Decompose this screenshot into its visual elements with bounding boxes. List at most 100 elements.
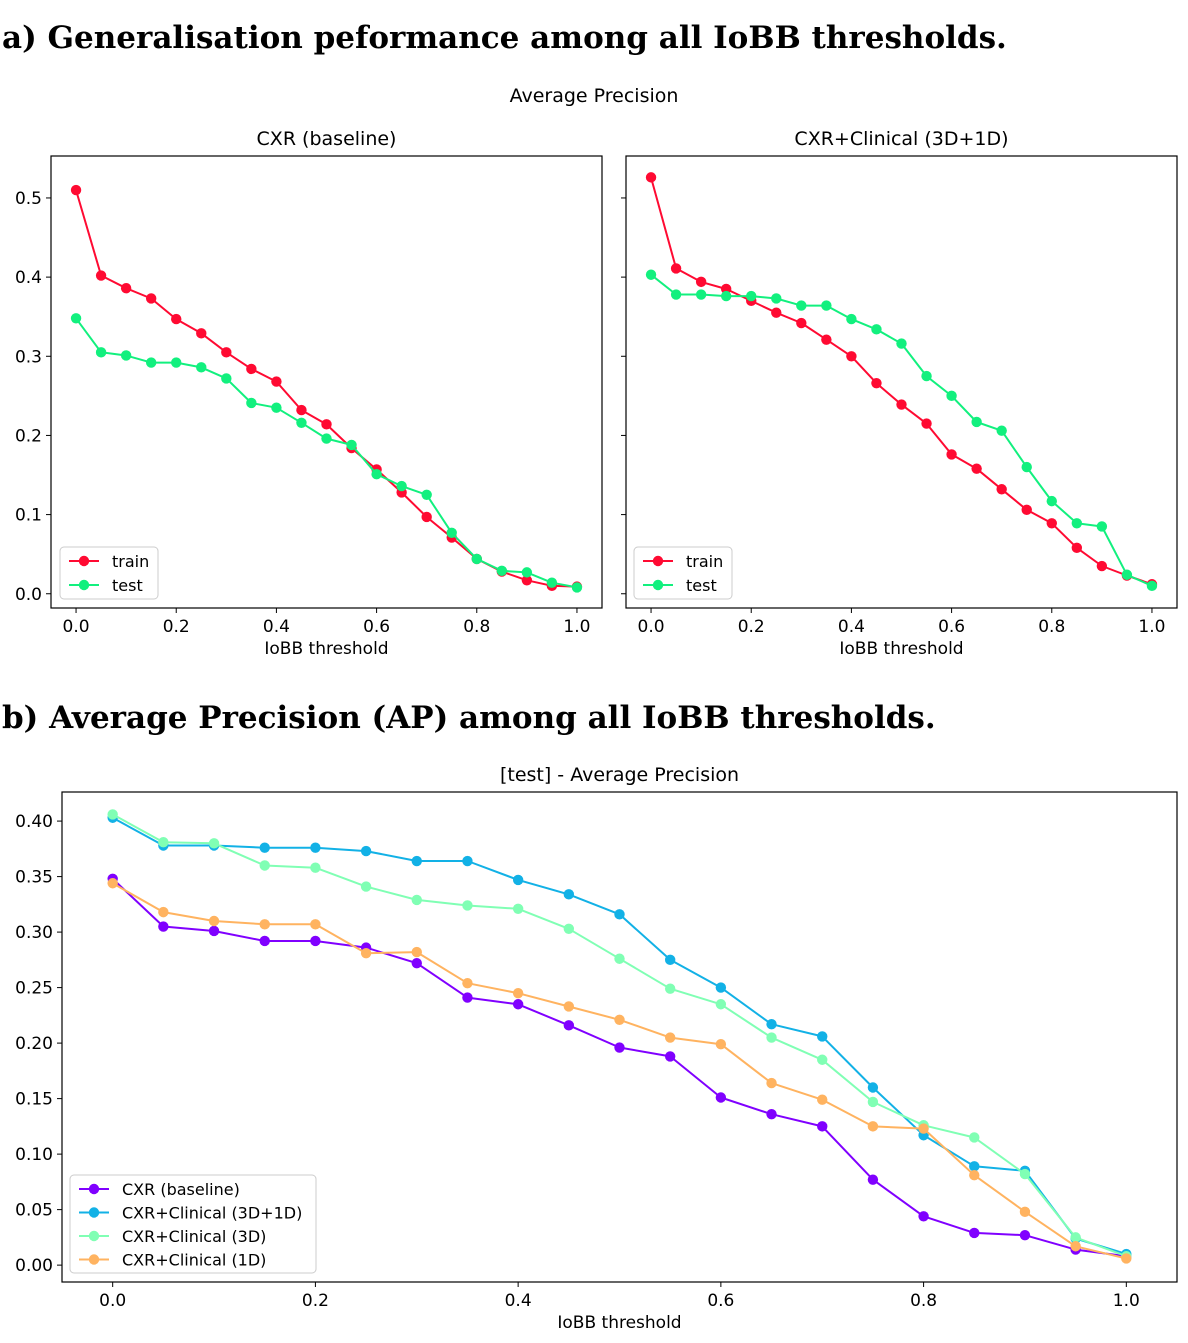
data-point-cxr-clinical-3d-1d [766,1019,777,1030]
data-point-cxr-clinical-3d-1d [462,855,473,867]
data-point-cxr-clinical-3d [208,838,220,849]
data-point-test [346,439,357,451]
suptitle-average-precision: Average Precision [510,85,679,107]
legend-marker-cxr-baseline [88,1183,100,1195]
data-point-train [221,347,232,358]
data-point-test [1121,569,1133,580]
series-line-test [650,273,1153,587]
data-point-cxr-baseline [563,1020,575,1031]
y-tick-label: 0.05 [15,1201,53,1221]
data-point-cxr-clinical-3d [817,1054,828,1065]
data-point-train [796,317,807,329]
data-point-test [670,289,682,300]
data-point-train [296,404,307,416]
x-axis-label: IoBB threshold [264,639,388,659]
x-tick-label: 0.0 [638,617,665,637]
x-tick-label: 0.8 [463,617,490,637]
data-point-cxr-clinical-1d [158,906,169,918]
data-point-train [645,172,657,183]
data-point-cxr-clinical-1d [310,919,321,930]
data-point-train [246,363,257,375]
x-tick-label: 1.0 [563,617,590,637]
data-point-test [695,289,707,300]
data-point-test [1021,461,1032,473]
data-point-cxr-baseline [614,1042,625,1053]
y-tick-label: 0.5 [15,189,42,209]
data-point-cxr-clinical-1d [360,947,372,959]
data-point-cxr-clinical-3d-1d [664,954,676,966]
legend-marker-test [78,579,90,591]
data-point-cxr-clinical-3d [1019,1168,1031,1180]
data-point-cxr-clinical-3d [158,836,169,848]
data-point-test [921,370,932,382]
x-tick-label: 1.0 [1113,1291,1140,1311]
data-point-test [521,567,533,578]
data-point-cxr-clinical-3d [614,953,625,964]
data-point-test [371,469,382,480]
data-point-cxr-clinical-3d [310,862,321,873]
data-point-test [946,390,957,402]
data-point-cxr-baseline [208,925,220,937]
section-a-heading: a) Generalisation peformance among all I… [2,20,1007,56]
data-point-test [996,425,1007,436]
data-point-cxr-baseline [259,935,270,947]
data-point-train [946,449,957,460]
data-point-cxr-clinical-1d [715,1039,727,1050]
data-point-cxr-clinical-1d [462,977,473,989]
data-point-test [1096,521,1108,532]
plot-frame [61,791,1178,1283]
data-point-train [771,307,782,318]
data-point-cxr-clinical-3d-1d [969,1161,980,1172]
data-point-cxr-baseline [158,921,169,932]
legend-label-cxr-clinical-3d-1d: CXR+Clinical (3D+1D) [122,1204,302,1223]
data-point-test [1046,495,1057,507]
legend-marker-cxr-clinical-1d [88,1254,100,1265]
data-point-cxr-clinical-3d [512,903,524,914]
legend-marker-train [78,555,90,567]
data-point-test [846,313,857,325]
data-point-train [846,351,857,362]
data-point-cxr-clinical-3d-1d [817,1031,828,1042]
legend-marker-test [652,579,664,591]
data-point-cxr-clinical-3d [969,1132,980,1143]
data-point-cxr-baseline [715,1092,727,1103]
data-point-train [421,511,432,523]
data-point-test [296,417,307,428]
data-point-test [120,350,132,361]
data-point-train [1096,560,1108,572]
data-point-cxr-clinical-3d-1d [411,855,422,867]
data-point-cxr-baseline [1019,1229,1031,1241]
data-point-test [70,313,82,324]
chart-title: CXR (baseline) [257,128,397,150]
data-point-cxr-baseline [867,1174,879,1185]
data-point-test [720,290,732,302]
y-tick-label: 0.4 [15,268,42,288]
x-tick-label: 0.4 [263,617,290,637]
data-point-cxr-baseline [969,1227,980,1239]
data-point-test [896,338,907,349]
x-tick-label: 1.0 [1138,617,1165,637]
data-point-test [971,416,982,428]
data-point-cxr-clinical-1d [563,1001,575,1012]
x-axis-label: IoBB threshold [557,1313,681,1333]
section-b-heading: b) Average Precision (AP) among all IoBB… [2,700,936,736]
legend-marker-cxr-clinical-3d-1d [88,1207,100,1218]
data-point-cxr-clinical-3d-1d [512,874,524,886]
data-point-cxr-clinical-1d [918,1123,929,1134]
data-point-cxr-clinical-3d-1d [715,982,727,993]
data-point-train [271,376,282,387]
data-point-test [871,324,882,335]
data-point-test [321,433,332,444]
data-point-cxr-clinical-1d [664,1032,676,1043]
x-tick-label: 0.6 [363,617,390,637]
data-point-test [496,565,508,576]
data-point-cxr-baseline [664,1051,676,1062]
data-point-test [821,300,832,311]
legend-marker-train [652,555,664,567]
data-point-cxr-clinical-3d-1d [563,889,575,900]
x-axis-label: IoBB threshold [839,639,963,659]
data-point-cxr-clinical-1d [208,915,220,927]
legend-label-cxr-clinical-1d: CXR+Clinical (1D) [122,1251,266,1270]
data-point-train [196,328,207,339]
